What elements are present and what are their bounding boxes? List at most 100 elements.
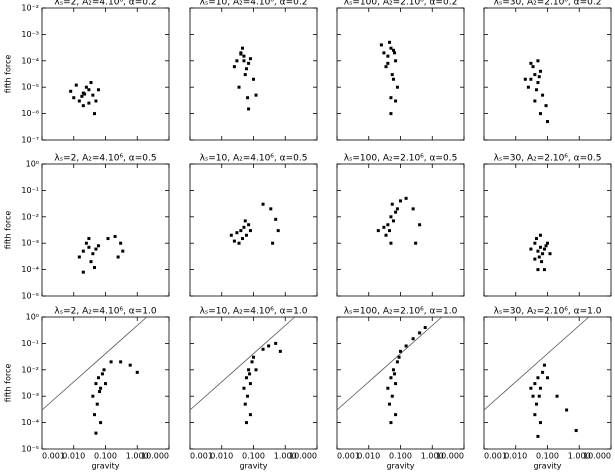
point bbox=[77, 255, 81, 259]
point bbox=[237, 85, 241, 89]
point bbox=[395, 360, 399, 364]
point bbox=[533, 99, 537, 103]
x-tick-label: 0.010 bbox=[357, 452, 380, 461]
point bbox=[538, 421, 542, 425]
x-tick-label: 0.100 bbox=[536, 452, 559, 461]
x-tick-label: 0.001 bbox=[42, 452, 65, 461]
point bbox=[546, 120, 549, 124]
point bbox=[384, 65, 388, 69]
point bbox=[89, 260, 93, 264]
plot-frame bbox=[483, 316, 612, 450]
point bbox=[91, 93, 95, 97]
point bbox=[87, 245, 91, 249]
point bbox=[390, 202, 394, 206]
point bbox=[119, 241, 123, 245]
panel-title: λₛ=2, A₂=4.10⁶, α=0.5 bbox=[54, 154, 156, 164]
point bbox=[83, 92, 87, 96]
point bbox=[92, 266, 96, 270]
point bbox=[267, 344, 271, 348]
point bbox=[244, 421, 248, 425]
point bbox=[389, 46, 393, 50]
point bbox=[531, 394, 535, 398]
x-axis-label: gravity bbox=[239, 462, 267, 471]
point bbox=[243, 73, 247, 77]
point bbox=[414, 241, 418, 245]
point bbox=[239, 52, 243, 56]
point bbox=[389, 376, 393, 380]
point bbox=[391, 77, 395, 81]
plot-frame bbox=[483, 163, 612, 297]
point bbox=[102, 368, 106, 372]
point bbox=[99, 421, 103, 425]
reference-line bbox=[483, 316, 590, 411]
plot-frame bbox=[41, 7, 170, 141]
point bbox=[248, 57, 252, 61]
point bbox=[242, 59, 246, 63]
y-tick-label: 10⁰ bbox=[26, 160, 39, 169]
point bbox=[394, 382, 398, 386]
y-tick-label: 10⁻⁷ bbox=[21, 136, 39, 145]
point bbox=[531, 65, 535, 69]
y-tick-label: 10⁻² bbox=[21, 365, 39, 374]
point bbox=[411, 207, 415, 211]
point bbox=[533, 257, 537, 261]
point bbox=[540, 260, 544, 264]
point bbox=[96, 376, 100, 380]
point bbox=[546, 241, 549, 245]
point bbox=[246, 394, 250, 398]
point bbox=[423, 326, 427, 330]
point bbox=[382, 51, 386, 55]
plot-frame bbox=[189, 316, 318, 450]
point bbox=[395, 85, 399, 89]
point bbox=[546, 376, 549, 380]
point bbox=[394, 99, 398, 103]
point bbox=[104, 382, 107, 386]
y-tick-label: 10⁻⁵ bbox=[21, 445, 39, 454]
point bbox=[128, 363, 132, 367]
point bbox=[252, 77, 255, 81]
point bbox=[80, 94, 84, 98]
point bbox=[247, 368, 251, 372]
point bbox=[394, 210, 398, 214]
x-tick-label: 10.000 bbox=[289, 452, 317, 461]
point bbox=[387, 229, 391, 233]
x-tick-label: 0.001 bbox=[484, 452, 507, 461]
point bbox=[269, 207, 273, 211]
point bbox=[384, 233, 388, 237]
point bbox=[100, 372, 104, 376]
point bbox=[404, 196, 408, 200]
point bbox=[106, 237, 110, 241]
y-tick-label: 10⁻⁴ bbox=[21, 265, 39, 274]
point bbox=[248, 372, 252, 376]
point bbox=[119, 360, 123, 364]
point bbox=[96, 88, 100, 92]
x-tick-label: 1.000 bbox=[126, 452, 149, 461]
point bbox=[529, 247, 533, 251]
point bbox=[261, 202, 265, 206]
x-tick-label: 10.000 bbox=[141, 452, 169, 461]
panel-title: λₛ=10, A₂=4.10⁶, α=0.2 bbox=[200, 0, 308, 8]
plot-frame bbox=[41, 163, 170, 297]
point bbox=[542, 247, 546, 251]
point bbox=[248, 229, 252, 233]
point bbox=[232, 65, 236, 69]
point bbox=[248, 382, 252, 386]
reference-line bbox=[336, 316, 443, 411]
point bbox=[555, 394, 559, 398]
point bbox=[533, 382, 537, 386]
point bbox=[242, 386, 246, 390]
point bbox=[537, 75, 541, 79]
point bbox=[242, 54, 246, 58]
point bbox=[538, 245, 542, 249]
point bbox=[537, 255, 541, 259]
point bbox=[390, 73, 394, 77]
point bbox=[229, 233, 233, 237]
y-tick-label: 10⁻⁵ bbox=[21, 292, 39, 301]
point bbox=[389, 421, 393, 425]
point bbox=[538, 112, 542, 116]
y-tick-label: 10⁻¹ bbox=[21, 186, 39, 195]
point bbox=[92, 413, 96, 417]
point bbox=[544, 104, 548, 108]
point bbox=[261, 347, 265, 351]
